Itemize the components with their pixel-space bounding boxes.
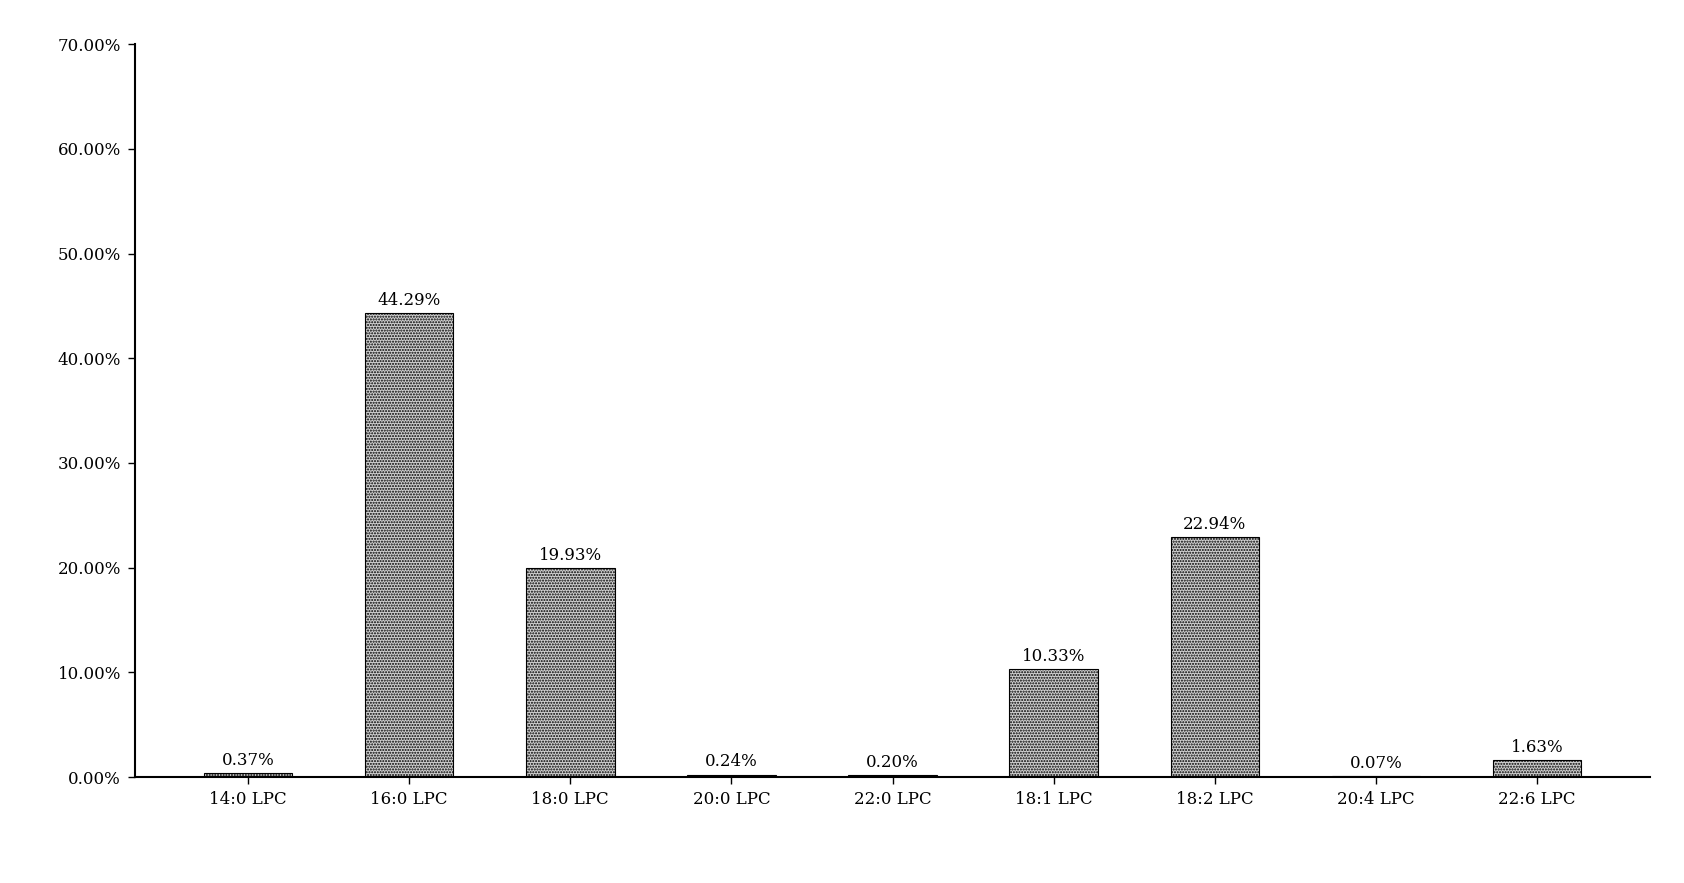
Text: 0.20%: 0.20% bbox=[866, 754, 919, 771]
Text: 19.93%: 19.93% bbox=[539, 547, 601, 564]
Bar bbox=[687, 774, 776, 777]
Text: 0.24%: 0.24% bbox=[706, 753, 758, 770]
Bar bbox=[1492, 760, 1581, 777]
Bar bbox=[365, 313, 453, 777]
Bar bbox=[849, 775, 936, 777]
Text: 0.37%: 0.37% bbox=[222, 752, 274, 769]
Text: 22.94%: 22.94% bbox=[1184, 516, 1246, 532]
Text: 44.29%: 44.29% bbox=[377, 292, 441, 309]
Text: 0.07%: 0.07% bbox=[1349, 755, 1403, 772]
Bar bbox=[525, 569, 615, 777]
Bar bbox=[1009, 669, 1098, 777]
Bar bbox=[204, 774, 293, 777]
Text: 10.33%: 10.33% bbox=[1022, 648, 1086, 665]
Bar bbox=[1170, 537, 1260, 777]
Text: 1.63%: 1.63% bbox=[1511, 739, 1563, 756]
